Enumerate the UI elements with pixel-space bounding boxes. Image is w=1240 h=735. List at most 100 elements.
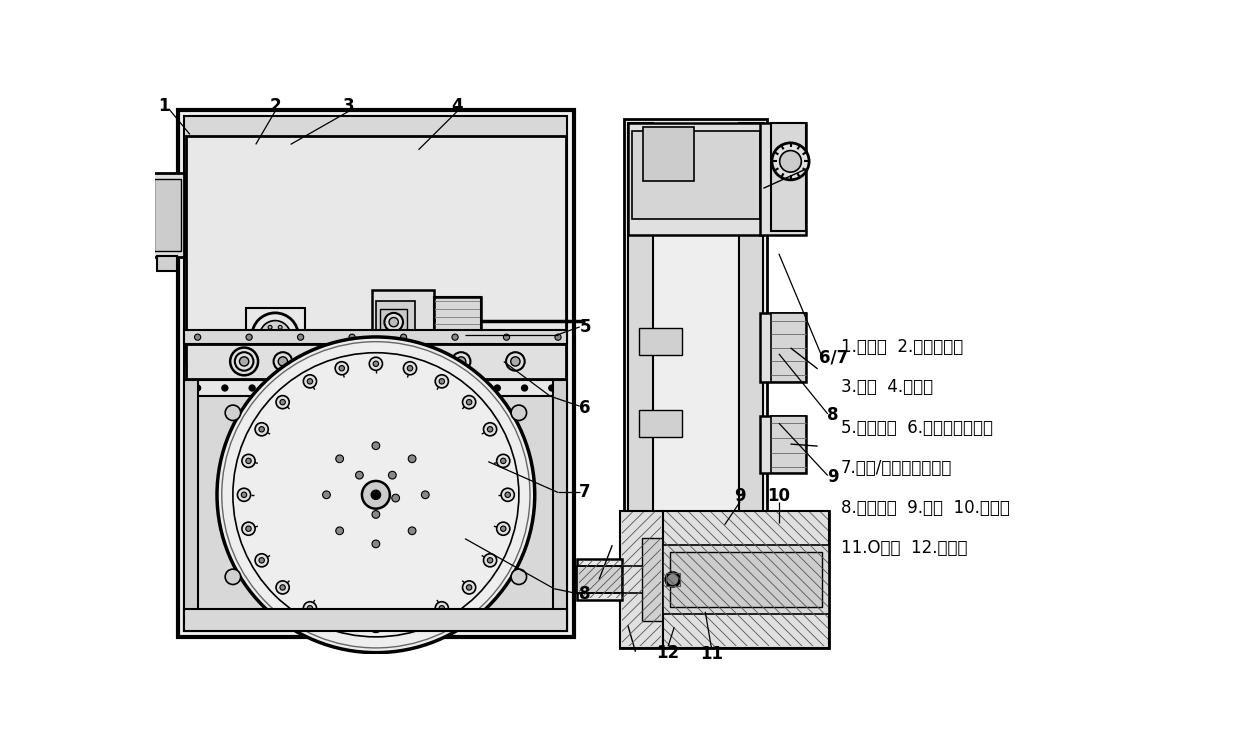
Circle shape	[484, 553, 497, 567]
Circle shape	[422, 491, 429, 498]
Circle shape	[373, 361, 378, 367]
Circle shape	[217, 337, 534, 653]
Circle shape	[242, 522, 255, 535]
Circle shape	[278, 326, 283, 329]
Circle shape	[278, 356, 288, 366]
Bar	[579, 561, 621, 598]
Circle shape	[503, 334, 510, 340]
Circle shape	[548, 385, 556, 391]
Bar	[627, 123, 652, 570]
Circle shape	[466, 585, 472, 590]
Circle shape	[304, 602, 316, 614]
Circle shape	[387, 356, 396, 366]
Circle shape	[222, 385, 228, 391]
Bar	[376, 301, 414, 340]
Text: 5.夹紧装置  6.进样位压头组件: 5.夹紧装置 6.进样位压头组件	[841, 418, 993, 437]
Circle shape	[255, 423, 268, 436]
Bar	[154, 179, 181, 251]
Circle shape	[242, 492, 247, 498]
Circle shape	[259, 558, 264, 563]
Bar	[644, 126, 693, 181]
Circle shape	[413, 385, 419, 391]
Circle shape	[497, 454, 510, 467]
Circle shape	[298, 334, 304, 340]
Circle shape	[239, 356, 249, 366]
Circle shape	[511, 356, 520, 366]
Circle shape	[280, 585, 285, 590]
Bar	[662, 511, 830, 648]
Circle shape	[259, 426, 264, 432]
Circle shape	[283, 334, 288, 338]
Circle shape	[325, 356, 334, 366]
Text: 4: 4	[451, 97, 463, 115]
Bar	[640, 329, 682, 355]
Bar	[434, 298, 481, 344]
Circle shape	[226, 569, 241, 584]
Circle shape	[456, 356, 466, 366]
Bar	[759, 313, 806, 382]
Circle shape	[497, 522, 510, 535]
Circle shape	[331, 385, 337, 391]
Bar	[434, 298, 481, 344]
Circle shape	[237, 488, 250, 501]
Circle shape	[451, 334, 458, 340]
Circle shape	[463, 581, 476, 594]
Bar	[631, 131, 759, 219]
Bar	[185, 609, 567, 631]
Text: 11.O型圈  12.静压头: 11.O型圈 12.静压头	[841, 539, 967, 556]
Bar	[665, 512, 828, 647]
Circle shape	[403, 614, 417, 628]
Bar	[662, 545, 830, 614]
Circle shape	[226, 405, 241, 420]
Circle shape	[435, 375, 449, 388]
Circle shape	[511, 569, 527, 584]
Circle shape	[308, 379, 312, 384]
Circle shape	[322, 491, 330, 498]
Circle shape	[407, 365, 413, 371]
Text: 6: 6	[579, 399, 591, 417]
Bar	[179, 110, 573, 637]
Circle shape	[401, 334, 407, 340]
Circle shape	[278, 343, 283, 347]
Text: 2: 2	[269, 97, 281, 115]
Text: 3: 3	[343, 97, 355, 115]
Circle shape	[255, 553, 268, 567]
Bar	[621, 512, 661, 647]
Bar	[186, 380, 565, 395]
Circle shape	[771, 143, 810, 180]
Circle shape	[336, 455, 343, 462]
Bar	[671, 552, 822, 607]
Bar	[211, 340, 224, 349]
Bar	[379, 309, 407, 336]
Circle shape	[487, 558, 492, 563]
Circle shape	[501, 458, 506, 464]
Text: 6/7: 6/7	[818, 348, 848, 367]
Circle shape	[403, 362, 417, 375]
Bar	[185, 380, 198, 629]
Circle shape	[439, 606, 444, 611]
Circle shape	[440, 385, 446, 391]
Circle shape	[384, 313, 403, 331]
Circle shape	[195, 385, 201, 391]
Circle shape	[495, 385, 501, 391]
Circle shape	[263, 334, 267, 338]
Bar	[642, 538, 663, 621]
Text: 1.注射泵  2.三通电磁阀: 1.注射泵 2.三通电磁阀	[841, 338, 963, 356]
Bar	[759, 123, 806, 234]
Circle shape	[556, 334, 560, 340]
Bar	[553, 380, 567, 629]
Circle shape	[277, 385, 283, 391]
Circle shape	[335, 362, 348, 375]
Text: 5: 5	[579, 318, 591, 336]
Circle shape	[242, 454, 255, 467]
Bar	[157, 256, 177, 271]
Bar	[666, 573, 680, 587]
Circle shape	[277, 581, 289, 594]
Circle shape	[370, 357, 382, 370]
Bar	[624, 119, 768, 573]
Circle shape	[408, 527, 415, 534]
Text: 11: 11	[699, 645, 723, 663]
Bar	[186, 136, 565, 363]
Text: 7.洗脱/再生位压头组件: 7.洗脱/再生位压头组件	[841, 459, 952, 476]
Text: 8: 8	[579, 585, 591, 603]
